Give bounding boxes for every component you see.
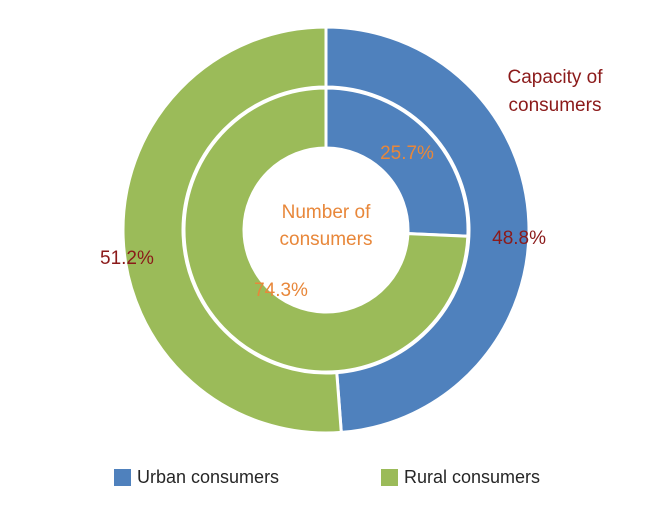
inner-label-urban-consumers: 25.7%: [380, 143, 434, 164]
outer-label-rural-consumers: 51.2%: [100, 248, 154, 269]
inner-ring-title-line2: consumers: [280, 229, 373, 250]
outer-label-urban-consumers: 48.8%: [492, 228, 546, 249]
outer-ring-title-line1: Capacity of: [507, 67, 603, 88]
inner-label-rural-consumers: 74.3%: [254, 280, 308, 301]
nested-donut-chart: 48.8% 51.2% 25.7% 74.3% Capacity of consume…: [100, 25, 603, 435]
legend-item-urban: Urban consumers: [114, 466, 279, 488]
legend-swatch-rural: [381, 468, 398, 486]
inner-slice-urban-consumers: [324, 86, 470, 238]
inner-ring-title-line1: Number of: [282, 202, 371, 223]
legend-swatch-urban: [114, 468, 131, 486]
legend-item-rural: Rural consumers: [381, 466, 540, 488]
outer-ring-title-line2: consumers: [509, 95, 602, 116]
inner-slice-rural-consumers: [182, 86, 470, 374]
inner-ring-number: [182, 86, 470, 374]
legend-label-rural: Rural consumers: [404, 466, 541, 487]
chart-legend: Urban consumers Rural consumers: [0, 466, 666, 490]
data-labels: 48.8% 51.2% 25.7% 74.3%: [100, 143, 546, 301]
legend-label-urban: Urban consumers: [137, 466, 280, 487]
